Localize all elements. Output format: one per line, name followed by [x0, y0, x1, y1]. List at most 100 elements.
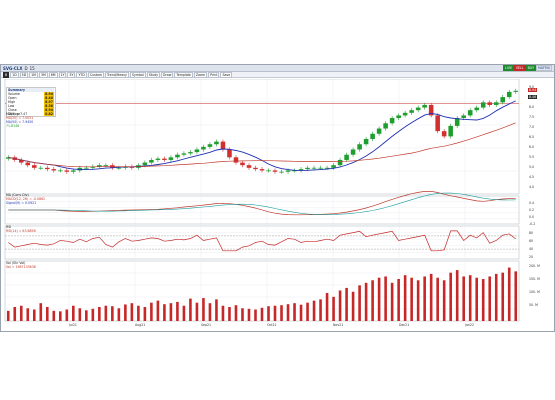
axis-tick-label: 6.5	[529, 135, 535, 139]
toolbar-button-6m[interactable]: 6M	[48, 71, 58, 78]
axis-tick-label: 5.0	[529, 165, 535, 169]
volume-bar	[306, 302, 309, 321]
summary-row: Open 8.40	[8, 96, 54, 100]
toolbar-button-1d[interactable]: 1D	[10, 71, 19, 78]
axis-tick-label: 60	[529, 239, 534, 243]
buy-button[interactable]: BUY	[525, 65, 537, 71]
candle-body	[25, 162, 31, 166]
title-bar: SVG-CLX D 15 LIVE SELL BUY MATRIX	[1, 65, 554, 72]
volume-bar	[13, 307, 17, 321]
toolbar-button-5d[interactable]: 5D	[19, 71, 29, 78]
volume-bar	[286, 304, 290, 321]
volume-bar	[501, 272, 505, 321]
axis-tick-label: 40	[529, 247, 534, 251]
volume-bar	[267, 306, 270, 321]
axis-tick-label: 6.0	[529, 145, 535, 149]
volume-bar	[312, 300, 316, 321]
volume-bar	[403, 275, 407, 321]
volume-bar	[72, 305, 75, 321]
candle-body	[18, 159, 24, 163]
volume-bar	[169, 303, 173, 321]
candle-body	[454, 118, 460, 126]
volume-bar	[273, 305, 277, 321]
toolbar-button-1y[interactable]: 1Y	[58, 71, 67, 78]
toolbar-button-symbol[interactable]: Symbol	[129, 71, 146, 78]
toolbar-button-study[interactable]: Study	[146, 71, 161, 78]
candle-body	[240, 162, 245, 166]
volume-bar	[384, 276, 387, 321]
toolbar-button-zoom[interactable]: Zoom	[193, 71, 208, 78]
volume-bar	[507, 267, 511, 321]
symbol-label[interactable]: SVG-CLX	[3, 65, 23, 71]
candle-body	[513, 90, 519, 92]
axis-tick-label: 20	[529, 255, 534, 259]
candle-body	[32, 165, 37, 168]
toolbar-button-ytd[interactable]: YTD	[76, 71, 87, 78]
volume-legend-entry: Vol (Shr Vol)	[6, 261, 26, 265]
toolbar-button-b[interactable]: B	[3, 71, 10, 78]
pane-2	[4, 225, 520, 260]
candle-body	[324, 167, 330, 169]
candle-body	[71, 170, 76, 172]
volume-bar	[488, 276, 492, 321]
volume-bar	[6, 310, 10, 321]
volume-bar	[26, 308, 30, 321]
sell-button[interactable]: SELL	[513, 65, 526, 71]
toolbar-button-save[interactable]: Save	[220, 71, 233, 78]
toolbar-button-draw[interactable]: Draw	[161, 71, 174, 78]
price-legend-entry: 71.8146	[6, 124, 20, 128]
x-axis-label: Oct21	[267, 323, 277, 327]
volume-bar	[98, 307, 101, 321]
volume-bar	[137, 305, 140, 321]
candle-body	[162, 158, 167, 160]
candle-body	[272, 170, 278, 172]
volume-bar	[221, 305, 225, 321]
toolbar-button-5y[interactable]: 5Y	[67, 71, 76, 78]
volume-bar	[371, 280, 374, 321]
rsi-line	[8, 230, 516, 252]
summary-row: Close 8.94	[8, 108, 54, 112]
volume-bar	[241, 308, 244, 321]
axis-tick-label: 100. M	[529, 290, 540, 294]
candle-body	[97, 165, 102, 167]
summary-label: Close	[8, 108, 17, 112]
candle-body	[350, 149, 356, 155]
candle-body	[363, 139, 369, 145]
volume-bar	[65, 309, 69, 321]
summary-label: Volume	[8, 92, 20, 96]
volume-bar	[481, 279, 485, 321]
volume-bar	[325, 293, 329, 321]
brand-label: MATRIX	[536, 65, 552, 71]
axis-tick-label: 4.5	[529, 175, 535, 179]
chart-area[interactable]	[1, 79, 554, 331]
toolbar-button-1m[interactable]: 1M	[29, 71, 38, 78]
toolbar-button-trend-heavy[interactable]: Trend/Heavy	[105, 71, 129, 78]
volume-bar	[189, 298, 192, 321]
candle-body	[103, 165, 109, 166]
volume-bar	[45, 307, 49, 321]
period-label[interactable]: 15	[29, 65, 35, 71]
candle-body	[168, 157, 174, 160]
summary-value: 8.40	[44, 96, 54, 100]
axis-tick-label: 200. M	[529, 264, 540, 268]
candle-body	[155, 158, 161, 160]
axis-tick-label: 0.4	[529, 201, 535, 205]
candle-body	[149, 159, 154, 163]
volume-bar	[390, 282, 394, 321]
volume-bar	[182, 305, 186, 321]
candle-body	[506, 91, 512, 98]
candle-body	[428, 104, 434, 116]
toolbar-button-custom[interactable]: Custom	[87, 71, 105, 78]
volume-bar	[32, 309, 36, 321]
volume-bar	[247, 308, 251, 321]
price-legend: MA(5) = 7.47 MA(20) = 7.0021 MA(50) = 7.94…	[6, 112, 33, 128]
volume-bar	[475, 277, 479, 321]
toolbar-button-template[interactable]: Template	[174, 71, 193, 78]
toolbar-button-print[interactable]: Print	[208, 71, 220, 78]
toolbar-button-3m[interactable]: 3M	[38, 71, 48, 78]
volume-bar	[39, 303, 43, 321]
live-badge[interactable]: LIVE	[503, 65, 514, 71]
interval-label[interactable]: D	[24, 65, 28, 71]
candle-body	[331, 165, 336, 168]
candle-body	[383, 123, 388, 129]
